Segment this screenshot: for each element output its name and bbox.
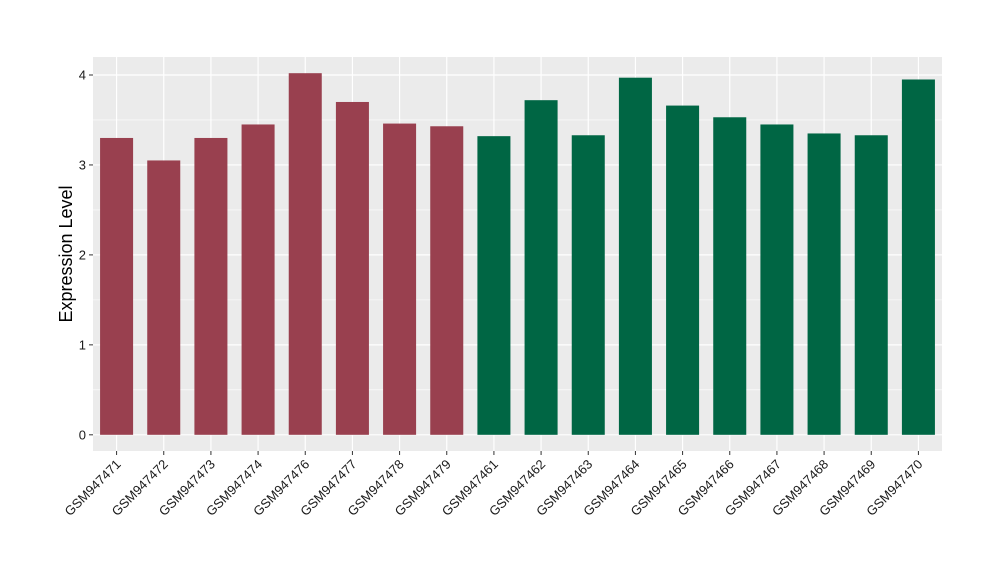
bar [288, 73, 322, 435]
bar [194, 137, 228, 435]
bar [524, 100, 558, 435]
bar [666, 105, 700, 435]
y-tick-label: 2 [79, 247, 86, 262]
bar [147, 160, 181, 435]
grid-minor [93, 119, 942, 391]
y-axis-title: Expression Level [56, 185, 76, 322]
bar [854, 135, 888, 435]
y-tick-label: 0 [79, 427, 86, 442]
bar [477, 136, 511, 435]
bar [241, 124, 275, 435]
bar [571, 135, 605, 435]
bar [807, 133, 841, 435]
bar [430, 126, 464, 435]
bar [901, 79, 935, 435]
plot-panel [93, 57, 942, 451]
y-tick-label: 1 [79, 337, 86, 352]
bar [383, 123, 417, 435]
bars [100, 73, 935, 435]
bar [100, 137, 134, 435]
bar [618, 77, 652, 435]
bar [335, 101, 369, 435]
bar [713, 117, 747, 435]
x-axis: GSM947471GSM947472GSM947473GSM947474GSM9… [61, 451, 926, 519]
bar [760, 124, 794, 435]
y-tick-label: 4 [79, 67, 86, 82]
y-axis: 0 1 2 3 4 [79, 67, 93, 442]
y-tick-label: 3 [79, 157, 86, 172]
